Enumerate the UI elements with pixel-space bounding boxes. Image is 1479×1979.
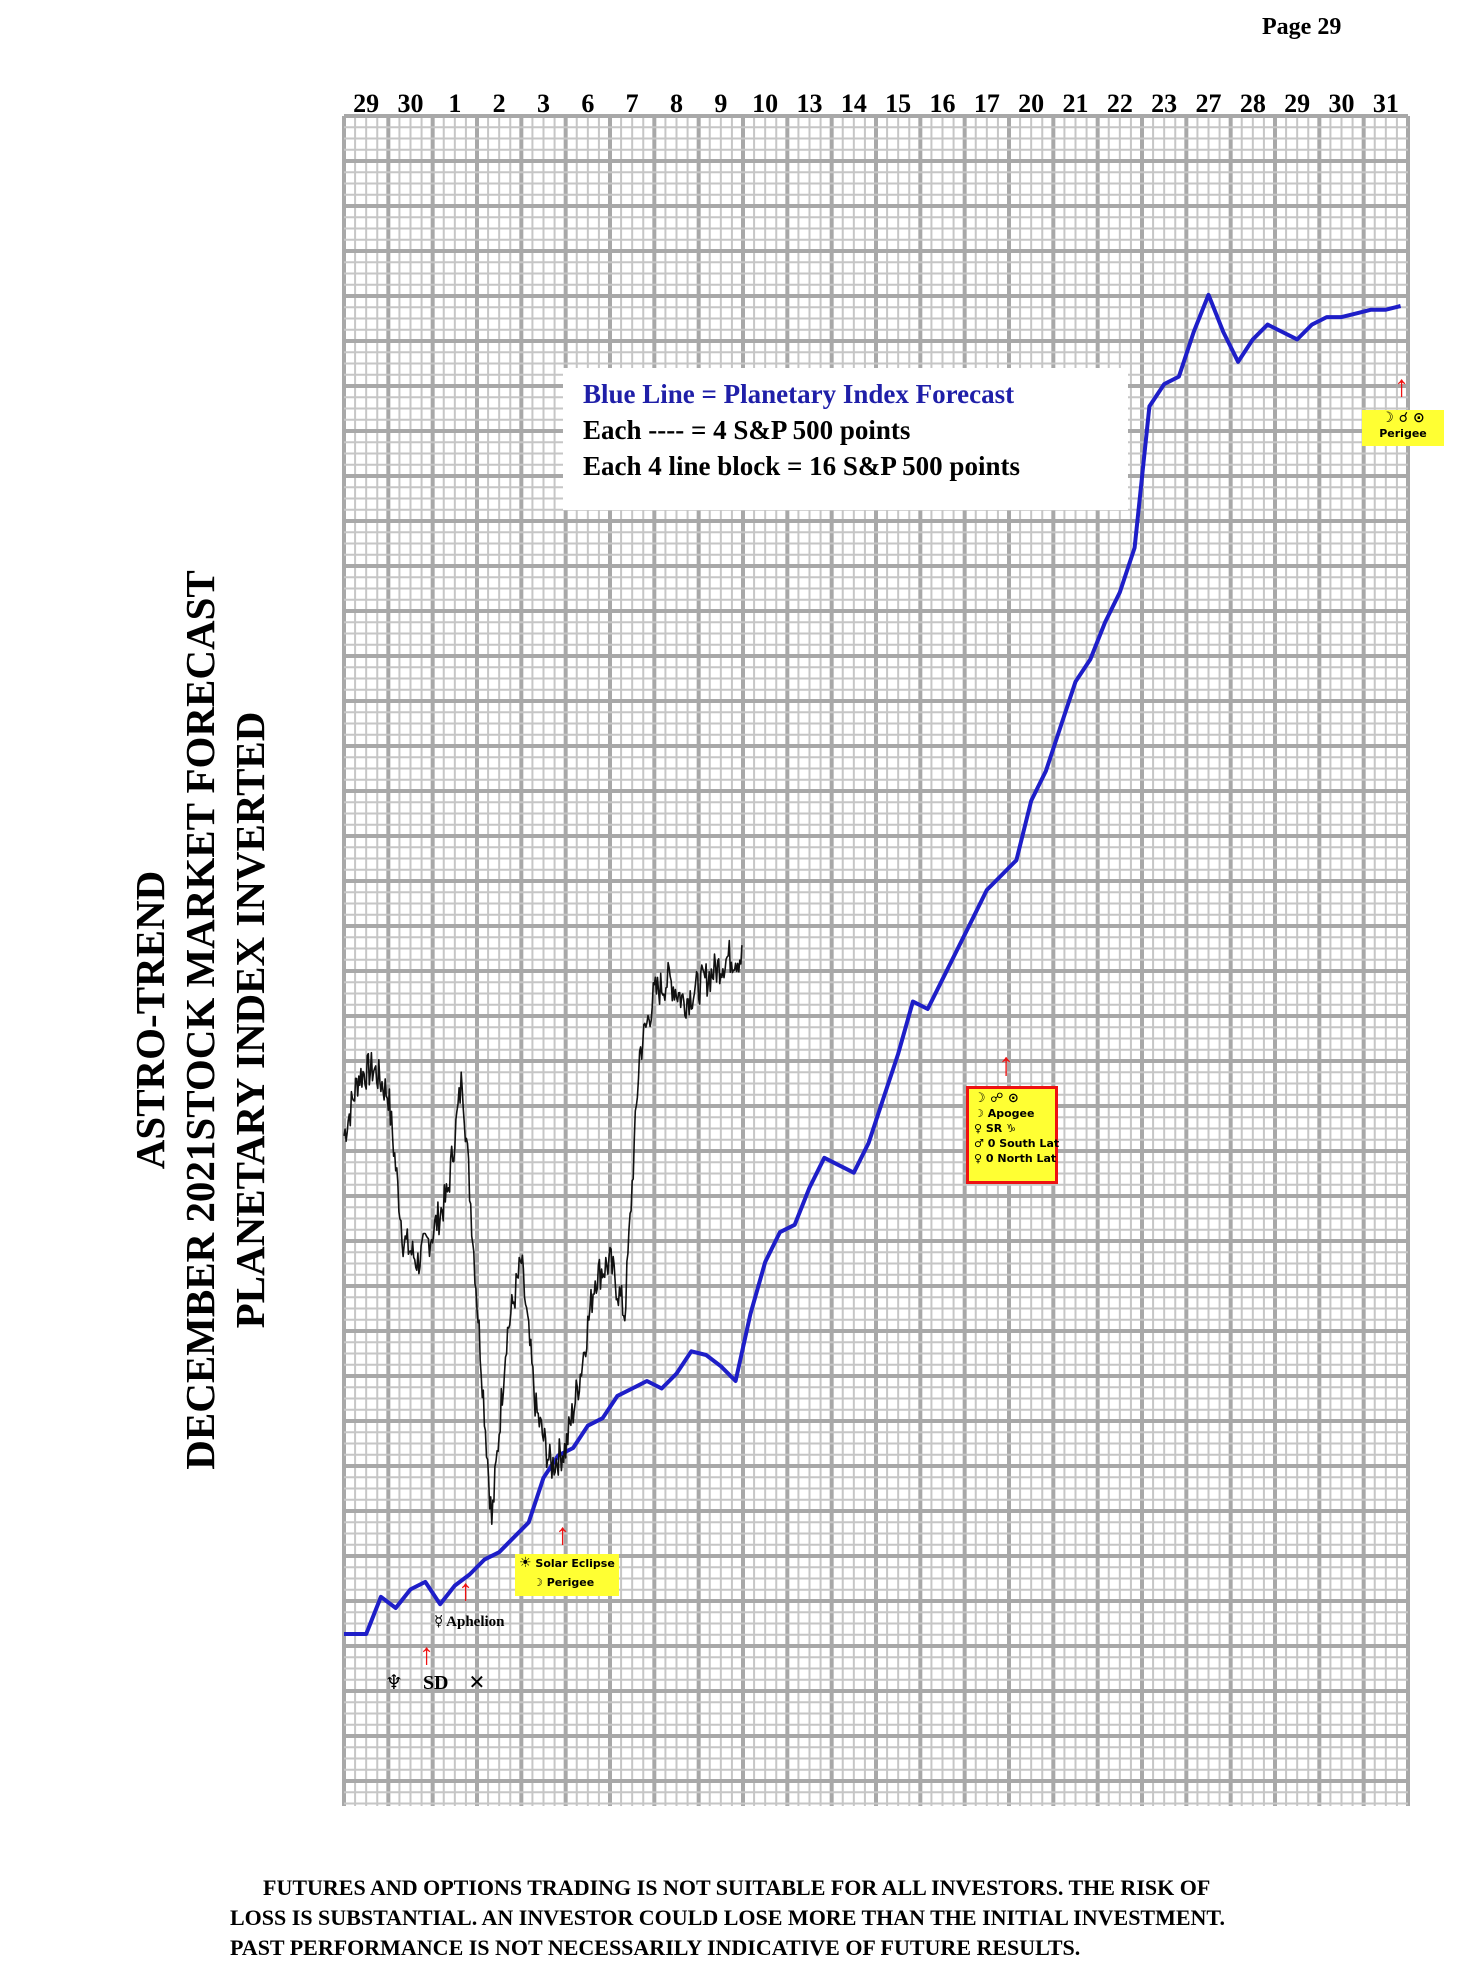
venus-icon: ♀ bbox=[974, 1152, 983, 1165]
x-tick-label: 31 bbox=[1373, 89, 1399, 118]
perigee-symbols: ☽ ☌ ⊙ bbox=[1381, 410, 1425, 426]
disclaimer-line-2: LOSS IS SUBSTANTIAL. AN INVESTOR COULD L… bbox=[230, 1905, 1225, 1930]
solar-eclipse-label: Solar Eclipse bbox=[535, 1557, 615, 1570]
apogee-row-1: ☽ ☍ ⊙ bbox=[974, 1091, 1019, 1106]
legend-line-1: Blue Line = Planetary Index Forecast bbox=[583, 379, 1015, 409]
x-tick-label: 22 bbox=[1107, 89, 1133, 118]
annotation-mercury-aphelion: ↑ ☿ Aphelion bbox=[432, 1576, 542, 1636]
legend-line-3: Each 4 line block = 16 S&P 500 points bbox=[583, 451, 1020, 481]
neptune-icon: ♆ bbox=[385, 1670, 403, 1694]
x-tick-label: 15 bbox=[885, 89, 911, 118]
disclaimer-line-1: FUTURES AND OPTIONS TRADING IS NOT SUITA… bbox=[263, 1875, 1211, 1900]
perigee-label: Perigee bbox=[546, 1576, 595, 1589]
x-tick-label: 17 bbox=[974, 89, 1000, 118]
apogee-label: Apogee bbox=[987, 1107, 1035, 1120]
x-tick-label: 21 bbox=[1063, 89, 1089, 118]
perigee-end-label: Perigee bbox=[1379, 427, 1427, 440]
x-tick-label: 14 bbox=[841, 89, 867, 118]
x-tick-label: 10 bbox=[752, 89, 778, 118]
x-tick-label: 28 bbox=[1240, 89, 1266, 118]
x-tick-label: 23 bbox=[1151, 89, 1177, 118]
x-tick-label: 16 bbox=[930, 89, 956, 118]
x-tick-label: 9 bbox=[714, 89, 727, 118]
south-lat-label: 0 South Lat bbox=[987, 1137, 1060, 1150]
perigee-tag: ☽ ☌ ⊙ Perigee bbox=[1362, 410, 1444, 446]
x-tick-label: 8 bbox=[670, 89, 683, 118]
solar-eclipse-tag: ☀ Solar Eclipse ☽ Perigee bbox=[515, 1554, 619, 1596]
x-tick-label: 1 bbox=[448, 89, 461, 118]
annotation-apogee: ☽ ☍ ⊙ ☽ Apogee ♀ SR ♑ ♂ 0 South Lat ♀ 0 … bbox=[966, 1086, 1060, 1184]
disclaimer-line-3: PAST PERFORMANCE IS NOT NECESSARILY INDI… bbox=[230, 1935, 1081, 1960]
mars-icon: ♂ bbox=[974, 1137, 984, 1150]
x-tick-labels: 29 30 1 2 3 6 7 8 9 10 13 14 15 16 17 20 21 22 23 27 28 29 30 3… bbox=[353, 89, 1399, 118]
moon-icon: ☽ bbox=[533, 1576, 543, 1589]
x-tick-label: 27 bbox=[1196, 89, 1222, 118]
apogee-row-3: ♀ SR ♑ bbox=[974, 1122, 1016, 1135]
annotation-perigee-end: ↑ ☽ ☌ ⊙ Perigee bbox=[1362, 372, 1446, 456]
annotation-solar-eclipse: ↑ ☀ Solar Eclipse ☽ Perigee bbox=[515, 1520, 619, 1602]
aphelion-label: Aphelion bbox=[446, 1614, 505, 1630]
page-number: Page 29 bbox=[1262, 14, 1342, 40]
x-tick-label: 20 bbox=[1018, 89, 1044, 118]
x-tick-label: 29 bbox=[1284, 89, 1310, 118]
forecast-line bbox=[344, 292, 1402, 1636]
disclaimer: FUTURES AND OPTIONS TRADING IS NOT SUITA… bbox=[230, 1873, 1460, 1963]
x-tick-label: 7 bbox=[626, 89, 639, 118]
red-up-arrow-icon: ↑ bbox=[458, 1574, 473, 1607]
red-up-arrow-icon: ↑ bbox=[419, 1638, 434, 1671]
red-up-arrow-icon: ↑ bbox=[998, 1046, 1014, 1082]
red-up-arrow-icon: ↑ bbox=[555, 1518, 570, 1551]
sun-icon: ☀ bbox=[519, 1555, 532, 1571]
x-tick-label: 30 bbox=[398, 89, 424, 118]
chart-series bbox=[343, 292, 1402, 1636]
x-tick-label: 3 bbox=[537, 89, 550, 118]
actual-price-line bbox=[343, 939, 743, 1525]
red-up-arrow-icon: ↑ bbox=[1394, 370, 1409, 403]
moon-icon: ☽ bbox=[974, 1107, 984, 1120]
x-tick-label: 29 bbox=[353, 89, 379, 118]
x-tick-label: 6 bbox=[581, 89, 594, 118]
x-tick-label: 2 bbox=[493, 89, 506, 118]
x-tick-label: 13 bbox=[797, 89, 823, 118]
mercury-icon: ☿ bbox=[434, 1612, 444, 1630]
x-tick-label: 30 bbox=[1329, 89, 1355, 118]
cross-icon: ✕ bbox=[468, 1670, 486, 1694]
legend-box: Blue Line = Planetary Index Forecast Eac… bbox=[563, 368, 1128, 510]
legend-line-2: Each ---- = 4 S&P 500 points bbox=[583, 415, 911, 445]
north-lat-label: 0 North Lat bbox=[985, 1152, 1057, 1165]
annotation-neptune-sd: ↑ ♆ SD ✕ bbox=[383, 1638, 485, 1695]
chart-grid bbox=[342, 114, 1410, 1806]
sd-label: SD bbox=[422, 1672, 449, 1694]
